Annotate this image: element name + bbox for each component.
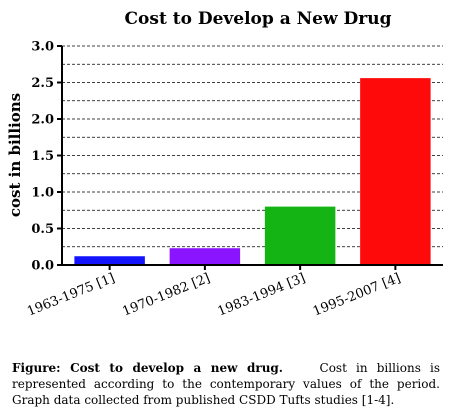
x-tick-label: 1995-2007 [4] [311,271,403,320]
y-tick-label: 0.5 [31,222,54,237]
bar-3 [264,206,336,265]
y-tick-label: 0.0 [31,259,54,274]
y-tick-label: 1.0 [31,186,54,201]
y-tick-label: 1.5 [31,149,54,164]
axes [57,45,443,270]
bar-4 [360,78,431,266]
bars [74,78,431,266]
figure-caption: Figure: Cost to develop a new drug. Cost… [12,360,440,408]
chart: Cost to Develop a New Drug cost in billi… [6,9,443,320]
bar-2 [169,248,241,265]
x-tick-labels: 1963-1975 [1] 1970-1982 [2] 1983-1994 [3] 1… [25,271,403,320]
bar-1 [74,256,145,265]
x-tick-label: 1963-1975 [1] [25,271,117,320]
caption-lead: Figure: Cost to develop a new drug. [12,361,283,375]
chart-title: Cost to Develop a New Drug [125,9,392,29]
y-tick-label: 2.0 [31,113,54,128]
y-axis-label: cost in billions [6,93,24,217]
bar-chart-svg: Cost to Develop a New Drug cost in billi… [6,9,443,320]
y-tick-label: 2.5 [31,76,54,91]
x-tick-label: 1983-1994 [3] [216,271,308,320]
x-tick-label: 1970-1982 [2] [120,271,212,320]
y-tick-label: 3.0 [31,40,54,55]
y-tick-labels: 0.0 0.5 1.0 1.5 2.0 2.5 3.0 [31,40,54,274]
caption-body: Cost in billions is represented accordin… [12,361,440,407]
